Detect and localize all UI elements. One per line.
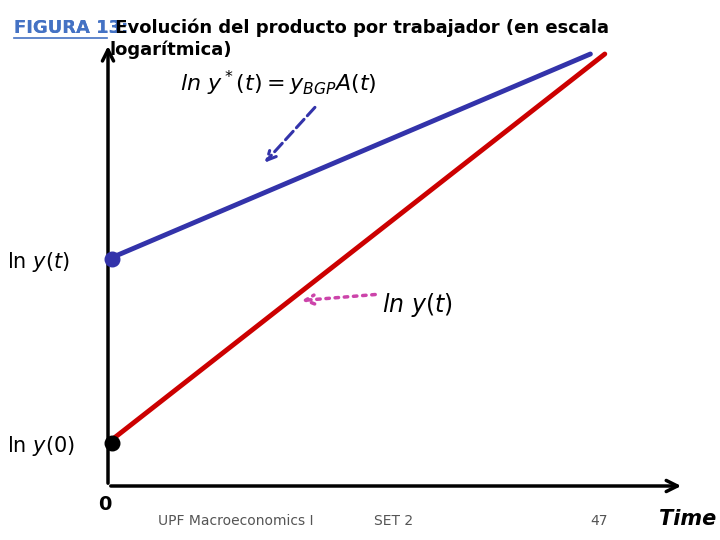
Text: ln $y(t)$: ln $y(t)$ <box>7 250 70 274</box>
Text: FIGURA 13:: FIGURA 13: <box>14 19 129 37</box>
Text: Evolución del producto por trabajador (en escala
logarítmica): Evolución del producto por trabajador (e… <box>109 19 609 59</box>
Text: SET 2: SET 2 <box>374 514 413 528</box>
Text: 47: 47 <box>590 514 608 528</box>
Point <box>106 438 117 447</box>
Text: ln $y(0)$: ln $y(0)$ <box>7 434 75 457</box>
Text: Time t: Time t <box>659 509 720 530</box>
Text: ln $y^*(t) = y_{BGP}A(t)$: ln $y^*(t) = y_{BGP}A(t)$ <box>180 69 377 98</box>
Text: ln $y(t)$: ln $y(t)$ <box>382 291 452 319</box>
Point <box>106 255 117 264</box>
Text: 0: 0 <box>98 495 111 515</box>
Text: UPF Macroeconomics I: UPF Macroeconomics I <box>158 514 314 528</box>
Text: FIGURA 13:: FIGURA 13: <box>14 19 129 37</box>
